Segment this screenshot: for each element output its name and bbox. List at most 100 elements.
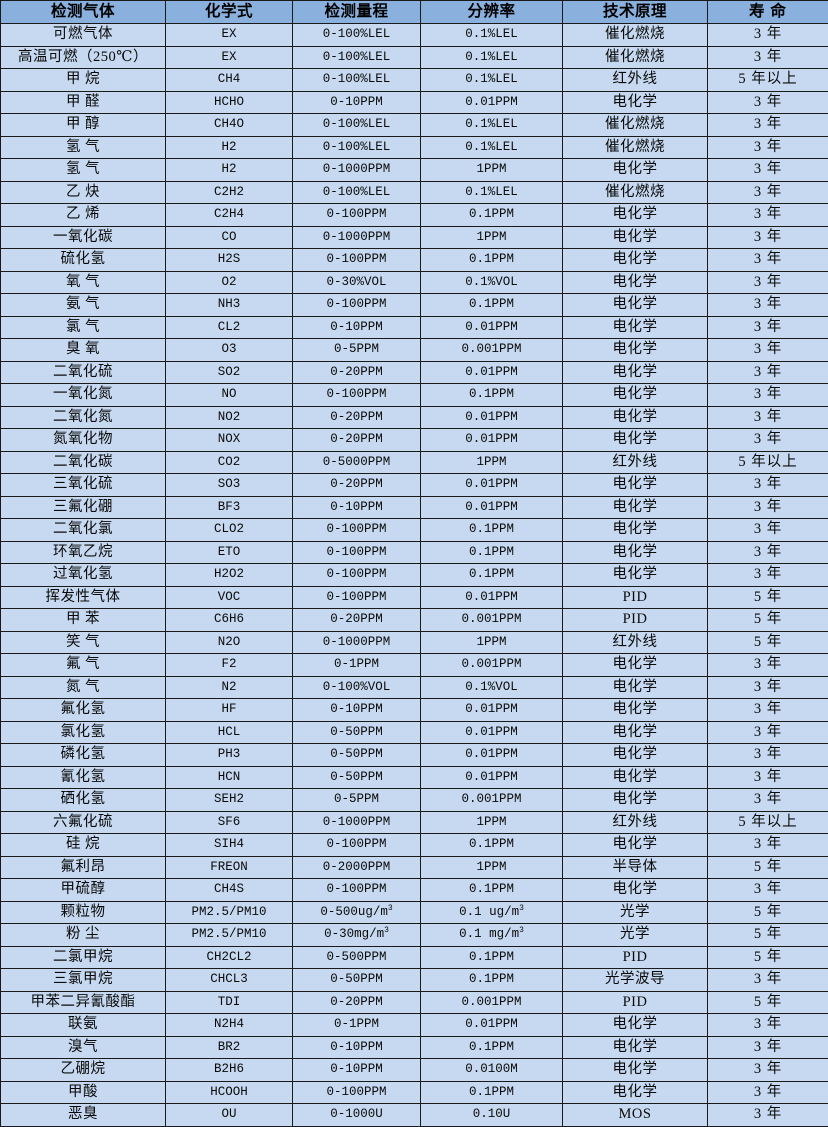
cell-formula: H2O2 xyxy=(166,564,293,587)
cell-resolution: 0.1PPM xyxy=(421,294,563,317)
cell-resolution: 0.01PPM xyxy=(421,699,563,722)
cell-resolution: 0.001PPM xyxy=(421,789,563,812)
cell-formula: H2 xyxy=(166,159,293,182)
cell-formula: CH4S xyxy=(166,879,293,902)
cell-lifespan: 3 年 xyxy=(708,294,828,317)
cell-gas: 氟 气 xyxy=(1,654,166,677)
column-header-formula: 化学式 xyxy=(166,1,293,24)
cell-formula: H2 xyxy=(166,136,293,159)
cell-formula: CHCL3 xyxy=(166,969,293,992)
cell-gas: 氰化氢 xyxy=(1,766,166,789)
cell-lifespan: 5 年以上 xyxy=(708,451,828,474)
cell-range: 0-20PPM xyxy=(293,406,421,429)
cell-resolution: 0.01PPM xyxy=(421,316,563,339)
cell-range: 0-1PPM xyxy=(293,1014,421,1037)
cell-technology: 催化燃烧 xyxy=(563,114,708,137)
cell-lifespan: 5 年 xyxy=(708,586,828,609)
cell-lifespan: 3 年 xyxy=(708,1036,828,1059)
cell-gas: 磷化氢 xyxy=(1,744,166,767)
cell-gas: 可燃气体 xyxy=(1,24,166,47)
cell-range: 0-50PPM xyxy=(293,766,421,789)
cell-range: 0-100PPM xyxy=(293,519,421,542)
cell-lifespan: 3 年 xyxy=(708,406,828,429)
cell-lifespan: 3 年 xyxy=(708,271,828,294)
cell-resolution: 0.1PPM xyxy=(421,879,563,902)
cell-resolution: 0.01PPM xyxy=(421,361,563,384)
cell-lifespan: 3 年 xyxy=(708,721,828,744)
cell-range: 0-100%LEL xyxy=(293,24,421,47)
cell-gas: 溴气 xyxy=(1,1036,166,1059)
cell-technology: PID xyxy=(563,946,708,969)
cell-formula: VOC xyxy=(166,586,293,609)
cell-technology: 电化学 xyxy=(563,541,708,564)
cell-range: 0-1PPM xyxy=(293,654,421,677)
cell-technology: PID xyxy=(563,991,708,1014)
cell-gas: 硫化氢 xyxy=(1,249,166,272)
cell-resolution: 0.0100M xyxy=(421,1059,563,1082)
cell-formula: CO2 xyxy=(166,451,293,474)
cell-technology: 电化学 xyxy=(563,496,708,519)
cell-resolution: 0.1%VOL xyxy=(421,676,563,699)
cell-lifespan: 3 年 xyxy=(708,744,828,767)
cell-formula: SEH2 xyxy=(166,789,293,812)
cell-gas: 氢 气 xyxy=(1,159,166,182)
cell-technology: 电化学 xyxy=(563,91,708,114)
cell-gas: 氧 气 xyxy=(1,271,166,294)
cell-resolution: 0.01PPM xyxy=(421,766,563,789)
cell-range: 0-100PPM xyxy=(293,834,421,857)
cell-lifespan: 3 年 xyxy=(708,654,828,677)
cell-range: 0-100PPM xyxy=(293,294,421,317)
column-header-lifespan: 寿 命 xyxy=(708,1,828,24)
cell-range: 0-100PPM xyxy=(293,879,421,902)
cell-resolution: 0.1PPM xyxy=(421,834,563,857)
cell-range: 0-1000PPM xyxy=(293,631,421,654)
cell-technology: 电化学 xyxy=(563,271,708,294)
cell-lifespan: 3 年 xyxy=(708,879,828,902)
cell-formula: H2S xyxy=(166,249,293,272)
cell-resolution: 0.01PPM xyxy=(421,721,563,744)
cell-resolution: 0.1PPM xyxy=(421,946,563,969)
cell-resolution: 0.1%LEL xyxy=(421,181,563,204)
cell-technology: 电化学 xyxy=(563,519,708,542)
cell-resolution: 0.01PPM xyxy=(421,744,563,767)
cell-technology: 催化燃烧 xyxy=(563,46,708,69)
cell-range: 0-5PPM xyxy=(293,339,421,362)
cell-range: 0-100PPM xyxy=(293,249,421,272)
cell-formula: NOX xyxy=(166,429,293,452)
cell-resolution: 1PPM xyxy=(421,631,563,654)
cell-technology: 电化学 xyxy=(563,339,708,362)
cell-formula: SO3 xyxy=(166,474,293,497)
cell-gas: 联氨 xyxy=(1,1014,166,1037)
cell-lifespan: 5 年 xyxy=(708,856,828,879)
cell-lifespan: 3 年 xyxy=(708,496,828,519)
cell-gas: 乙 烯 xyxy=(1,204,166,227)
cell-technology: 电化学 xyxy=(563,406,708,429)
cell-formula: CH4 xyxy=(166,69,293,92)
cell-resolution: 0.1PPM xyxy=(421,564,563,587)
cell-resolution: 0.01PPM xyxy=(421,586,563,609)
cell-technology: 电化学 xyxy=(563,766,708,789)
cell-technology: 电化学 xyxy=(563,429,708,452)
cell-range: 0-100%VOL xyxy=(293,676,421,699)
cell-resolution: 0.1PPM xyxy=(421,249,563,272)
cell-formula: SIH4 xyxy=(166,834,293,857)
cell-lifespan: 3 年 xyxy=(708,181,828,204)
cell-technology: 电化学 xyxy=(563,721,708,744)
cell-lifespan: 3 年 xyxy=(708,766,828,789)
cell-lifespan: 5 年 xyxy=(708,631,828,654)
cell-resolution: 0.1 mg/m3 xyxy=(421,924,563,947)
cell-lifespan: 3 年 xyxy=(708,91,828,114)
